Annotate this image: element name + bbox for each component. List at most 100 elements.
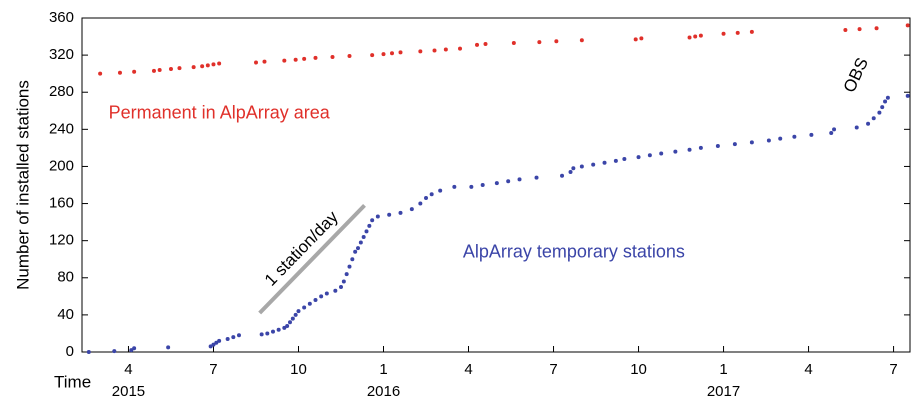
data-point [537,40,542,45]
data-point [200,64,205,69]
data-point [282,58,287,63]
data-point [333,288,338,293]
data-point [177,66,182,71]
x-tick-label: 1 [379,361,387,378]
data-point [732,142,737,147]
data-point [262,59,267,64]
data-point [236,333,241,338]
data-point [293,312,298,317]
data-point [659,151,664,156]
data-point [698,145,703,150]
data-point [792,134,797,139]
data-point [358,240,363,245]
data-point [560,173,565,178]
year-label: 2017 [707,383,740,400]
x-tick-label: 4 [124,361,132,378]
data-point [293,57,298,62]
data-point [375,214,380,219]
data-point [319,294,324,299]
data-point [166,345,171,350]
reference-label: 1 station/day [261,207,342,290]
data-point [307,301,312,306]
data-point [367,223,372,228]
annotation: OBS [840,55,872,96]
data-point [647,153,652,158]
data-point [749,29,754,34]
data-point [231,335,236,340]
data-point [568,170,573,175]
data-point [735,30,740,35]
data-point [205,63,210,68]
reference-line [258,204,366,315]
data-point [579,38,584,43]
data-point [344,272,349,277]
x-tick-label: 7 [889,361,897,378]
data-point [296,309,301,314]
data-point [429,192,434,197]
data-point [387,212,392,217]
data-point [208,344,213,349]
data-point [857,27,862,32]
x-tick-label: 7 [209,361,217,378]
data-point [302,56,307,61]
data-point [438,188,443,193]
data-point [854,125,859,130]
data-point [639,36,644,41]
y-tick-label: 120 [49,232,74,249]
data-point [157,67,162,72]
data-point [191,65,196,70]
data-point [766,138,771,143]
data-point [117,70,122,75]
data-point [151,68,156,73]
data-point [265,331,270,336]
data-point [347,54,352,59]
data-point [112,349,117,354]
x-tick-label: 7 [549,361,557,378]
data-point [494,181,499,186]
data-point [905,23,910,28]
data-point [356,246,360,251]
data-point [602,160,607,165]
x-tick-label: 10 [290,361,307,378]
data-point [458,46,463,51]
data-point [905,93,910,98]
data-point [829,131,834,136]
data-point [871,116,876,121]
data-point [398,50,403,55]
data-point [270,329,275,334]
data-point [86,350,91,354]
data-point [506,179,511,184]
data-point [432,48,437,53]
data-point [418,49,423,54]
data-point [225,337,230,342]
data-point [338,285,343,290]
y-tick-label: 0 [66,343,74,360]
data-point [778,136,783,141]
data-point [214,340,219,345]
x-tick-label: 4 [804,361,812,378]
data-point [424,195,429,200]
data-point [534,175,539,180]
data-point [883,99,888,104]
data-point [517,177,522,182]
data-point [880,105,885,110]
plot-frame [81,17,911,353]
data-point [633,37,638,42]
data-point [554,39,559,44]
data-point [350,257,355,262]
data-point [370,53,375,58]
year-label: 2015 [112,383,145,400]
series-label: AlpArray temporary stations [463,241,685,261]
data-point [324,291,329,296]
data-point [313,55,318,60]
data-point [511,41,516,46]
x-tick-label: 4 [464,361,472,378]
data-point [469,184,474,189]
data-point [452,184,457,189]
data-point [693,34,698,39]
x-tick-label: 1 [719,361,727,378]
year-label: 2016 [367,383,400,400]
y-tick-label: 200 [49,157,74,174]
data-point [398,210,403,215]
data-point [475,42,480,47]
